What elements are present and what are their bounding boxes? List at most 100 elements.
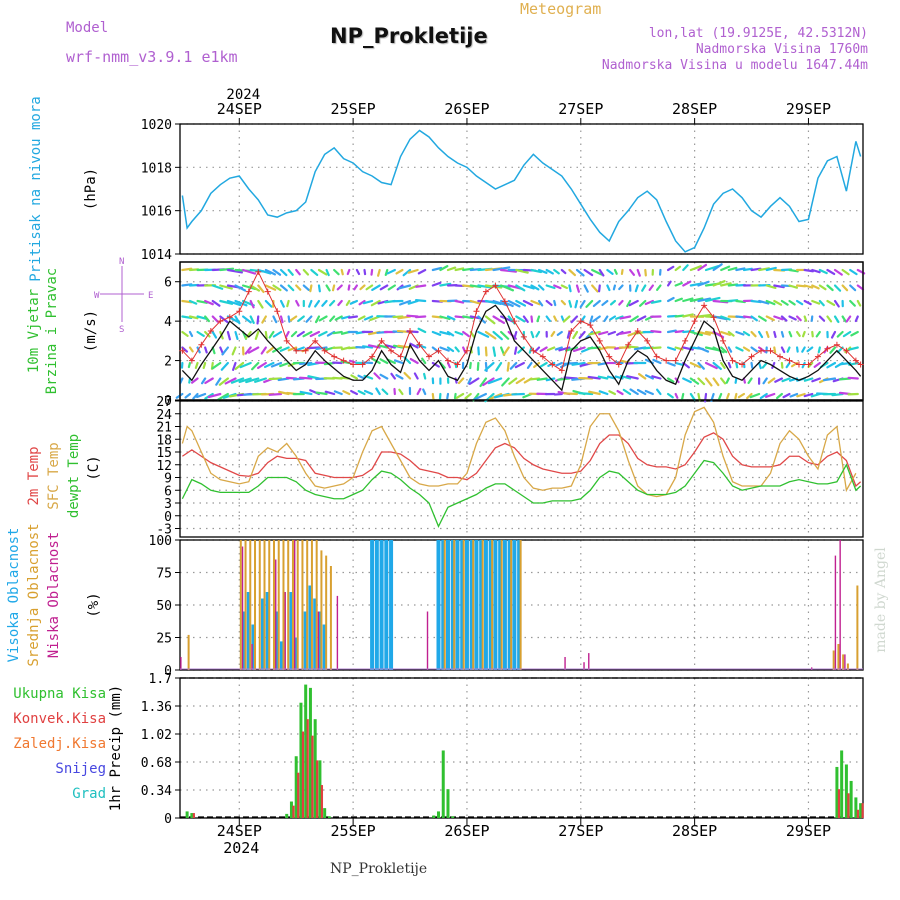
bottom-day-label: 25SEP xyxy=(331,822,376,840)
precip-legend-label: Zaledj.Kisa xyxy=(13,736,106,752)
wind-arrow xyxy=(395,374,404,380)
wind-arrow xyxy=(651,375,662,380)
wind-arrow xyxy=(454,267,465,272)
wind-arrow xyxy=(234,284,247,292)
wind-arrow xyxy=(249,315,255,324)
wind-gust-point xyxy=(634,328,641,334)
wind-arrow xyxy=(334,315,343,321)
wind-arrow xyxy=(636,388,647,396)
panel-frame xyxy=(179,677,864,819)
wind-arrow xyxy=(758,315,767,322)
wind-gust-point xyxy=(857,361,864,368)
wind-gust-point xyxy=(710,314,717,321)
wind-gust-point xyxy=(416,341,423,348)
pressure-axis-label: Pritisak na nivou mora xyxy=(28,96,44,281)
wind-arrow xyxy=(712,377,720,387)
wind-arrow xyxy=(492,315,506,325)
wind-gust-point xyxy=(776,353,783,360)
wind-arrow xyxy=(796,392,806,398)
wind-arrow xyxy=(704,296,721,303)
wind-arrow xyxy=(818,284,827,291)
wind-arrow xyxy=(742,315,753,319)
wind-arrow xyxy=(522,299,534,307)
y-tick-label: 0 xyxy=(164,510,172,525)
wind-arrow xyxy=(333,390,343,396)
wind-arrow xyxy=(620,268,624,275)
wind-gust-point xyxy=(511,318,518,325)
wind-arrow xyxy=(674,297,684,303)
wind-arrow xyxy=(386,268,396,275)
wind-arrow xyxy=(309,330,321,338)
wind-gust-point xyxy=(188,357,195,364)
wind-gust-point xyxy=(378,337,385,344)
wind-arrow xyxy=(697,297,712,303)
cloud-bar xyxy=(336,595,339,670)
wind-arrow xyxy=(607,330,617,336)
wind-arrow xyxy=(831,392,844,397)
wind-arrow xyxy=(238,377,252,384)
wind-arrow xyxy=(765,284,777,290)
wind-arrow xyxy=(332,330,343,335)
wind-arrow xyxy=(598,284,601,293)
wind-arrow xyxy=(469,299,481,305)
cloud-bar xyxy=(317,611,322,670)
wind-arrow xyxy=(533,361,541,369)
wind-arrow xyxy=(726,392,730,400)
wind-arrow xyxy=(588,390,601,396)
wind-arrow xyxy=(704,377,713,387)
wind-arrow xyxy=(811,377,821,383)
wind-arrow xyxy=(495,361,503,372)
wind-gust-point xyxy=(501,298,508,305)
wind-arrow xyxy=(219,299,234,305)
wind-arrow xyxy=(619,330,632,335)
wind-arrow xyxy=(727,330,735,337)
wind-arrow xyxy=(500,315,514,323)
wind-arrow xyxy=(563,376,579,380)
cloud-bar xyxy=(301,540,304,670)
wind-arrow xyxy=(204,315,211,323)
wind-arrow xyxy=(666,329,677,334)
precip-bar xyxy=(854,797,858,818)
wind-arrow xyxy=(279,315,284,324)
wind-arrow xyxy=(841,284,849,292)
wind-arrow xyxy=(697,392,701,402)
wind-arrow xyxy=(592,299,601,308)
cloud-high-label: Visoka Oblacnost xyxy=(6,528,22,663)
wind-arrow xyxy=(261,315,267,324)
wind-unit-label: (m/s) xyxy=(83,310,99,352)
wind-arrow xyxy=(305,315,313,323)
wind-arrow xyxy=(682,297,694,303)
wind-arrow xyxy=(249,284,261,292)
wind-arrow xyxy=(349,299,359,305)
wind-arrow xyxy=(353,284,359,291)
wind-arrow xyxy=(758,299,770,305)
y-tick-label: 75 xyxy=(156,567,172,582)
y-tick-label: 4 xyxy=(164,315,172,330)
wind-arrow xyxy=(742,346,751,352)
wind-arrow xyxy=(803,299,812,306)
cloud-bar xyxy=(472,540,475,670)
top-day-label: 25SEP xyxy=(331,100,376,118)
wind-arrow xyxy=(487,377,503,385)
wind-arrow xyxy=(390,372,396,380)
wind-arrow xyxy=(550,330,556,337)
wind-arrow xyxy=(268,392,283,396)
wind-arrow xyxy=(325,268,330,277)
wind-arrow xyxy=(234,315,241,325)
wind-arrow xyxy=(347,284,351,291)
top-year-label: 2024 xyxy=(226,87,260,103)
wind-arrow xyxy=(181,330,189,337)
wind-arrow xyxy=(502,346,510,356)
wind-arrow xyxy=(370,299,381,307)
wind-arrow xyxy=(318,315,328,322)
wind-arrow xyxy=(788,284,799,289)
wind-gust-point xyxy=(663,357,670,364)
wind-arrow xyxy=(563,392,579,396)
y-tick-label: 24 xyxy=(156,408,172,423)
precip-bar xyxy=(436,811,440,818)
wind-arrow xyxy=(609,299,617,306)
cloud-bar xyxy=(241,546,244,670)
wind-arrow xyxy=(355,268,361,276)
wind-gust-point xyxy=(701,302,708,309)
